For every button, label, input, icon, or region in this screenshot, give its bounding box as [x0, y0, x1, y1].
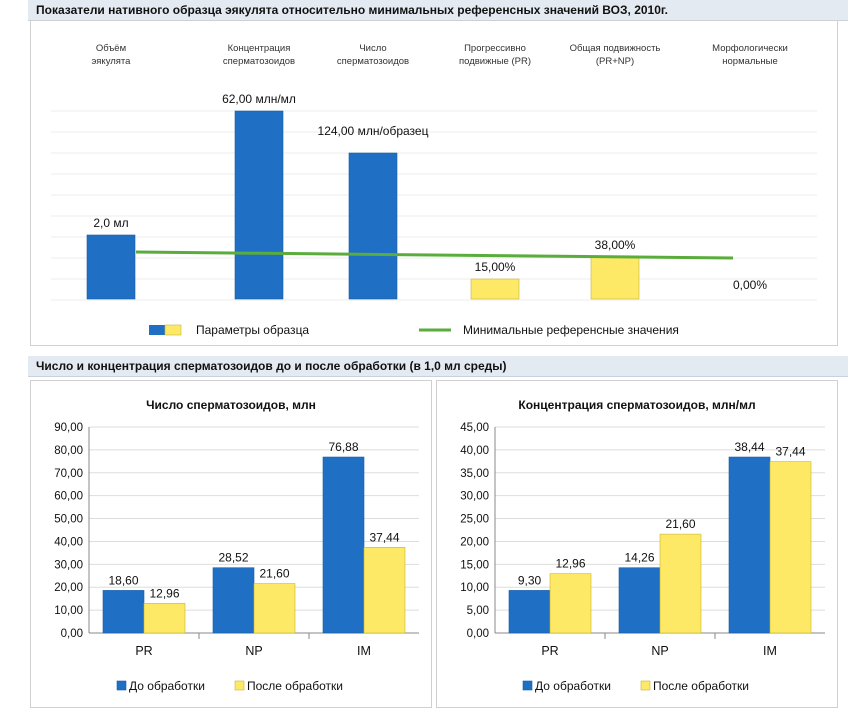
y-tick-label: 20,00	[54, 582, 83, 594]
bar	[470, 278, 520, 300]
data-label: 2,0 мл	[93, 216, 128, 230]
legend-swatch-yellow	[164, 324, 182, 336]
y-tick-label: 40,00	[54, 536, 83, 548]
bar	[728, 456, 771, 634]
data-label: 76,88	[328, 440, 358, 454]
y-tick-label: 30,00	[54, 559, 83, 571]
bar	[618, 567, 661, 634]
y-tick-label: 60,00	[54, 491, 83, 503]
bar	[322, 456, 365, 634]
x-tick-label: PR	[135, 644, 152, 658]
legend-label: До обработки	[129, 679, 205, 693]
bar	[253, 583, 296, 634]
data-label: 37,44	[369, 530, 399, 544]
native-sample-chart: Объём эякулята Концентрация сперматозоидов Ч…	[51, 43, 817, 337]
data-label: 14,26	[624, 551, 654, 565]
bar	[659, 533, 702, 634]
data-label: 12,96	[149, 586, 179, 600]
bar	[234, 110, 284, 300]
y-tick-label: 0,00	[467, 628, 489, 640]
bar	[590, 256, 640, 300]
category-label: сперматозоидов	[337, 56, 409, 67]
data-label: 124,00 млн/образец	[318, 124, 429, 138]
legend-series-label: Параметры образца	[196, 323, 309, 337]
y-tick-label: 30,00	[460, 491, 489, 503]
native-sample-chart-panel: Объём эякулята Концентрация сперматозоидов Ч…	[30, 20, 838, 346]
y-tick-label: 15,00	[460, 559, 489, 571]
data-label: 38,00%	[595, 238, 636, 252]
y-tick-label: 10,00	[54, 605, 83, 617]
category-label: нормальные	[722, 56, 777, 67]
data-label: 38,44	[734, 440, 764, 454]
y-tick-label: 70,00	[54, 468, 83, 480]
data-label: 37,44	[775, 445, 805, 459]
category-label: Концентрация	[228, 43, 291, 54]
category-label: эякулята	[92, 56, 132, 67]
x-tick-label: PR	[541, 644, 558, 658]
bar	[769, 461, 812, 634]
bar	[363, 547, 406, 634]
legend-swatch	[234, 680, 245, 691]
sperm-concentration-chart-panel: Концентрация сперматозоидов, млн/мл 0,00 5…	[436, 380, 838, 708]
category-label: Объём	[96, 43, 126, 54]
x-tick-label: IM	[357, 644, 371, 658]
legend-label: После обработки	[653, 679, 749, 693]
bar	[348, 152, 398, 300]
legend-label: После обработки	[247, 679, 343, 693]
legend-reference-label: Минимальные референсные значения	[463, 323, 679, 337]
data-label: 18,60	[108, 573, 138, 587]
y-tick-label: 5,00	[467, 605, 489, 617]
y-tick-label: 45,00	[460, 422, 489, 434]
legend-swatch	[116, 680, 127, 691]
category-label: Морфологически	[712, 43, 788, 54]
top-section-header: Показатели нативного образца эякулята от…	[28, 0, 848, 21]
sperm-count-chart-panel: Число сперматозоидов, млн 0,00 10,00 20,00 3…	[30, 380, 432, 708]
legend-swatch	[640, 680, 651, 691]
sperm-concentration-chart: Концентрация сперматозоидов, млн/мл 0,00 5…	[460, 398, 825, 693]
data-label: 28,52	[218, 551, 248, 565]
y-tick-label: 35,00	[460, 468, 489, 480]
bar	[143, 603, 186, 634]
y-tick-label: 20,00	[460, 536, 489, 548]
bar	[212, 567, 255, 634]
y-tick-label: 40,00	[460, 445, 489, 457]
data-label: 12,96	[555, 557, 585, 571]
category-label: подвижные (PR)	[459, 56, 531, 67]
x-tick-label: NP	[651, 644, 668, 658]
category-label: Общая подвижность	[570, 43, 661, 54]
y-tick-label: 10,00	[460, 582, 489, 594]
x-tick-label: NP	[245, 644, 262, 658]
data-label: 21,60	[665, 517, 695, 531]
y-tick-label: 25,00	[460, 514, 489, 526]
legend-swatch-blue	[149, 325, 165, 335]
bar	[549, 573, 592, 634]
chart-title: Число сперматозоидов, млн	[146, 398, 316, 412]
sperm-count-chart: Число сперматозоидов, млн 0,00 10,00 20,00 3…	[54, 398, 419, 693]
category-label: Прогрессивно	[464, 43, 526, 54]
bar	[508, 590, 551, 634]
legend-swatch	[522, 680, 533, 691]
chart-title: Концентрация сперматозоидов, млн/мл	[518, 398, 755, 412]
bottom-section-header: Число и концентрация сперматозоидов до и…	[28, 356, 848, 377]
y-tick-label: 50,00	[54, 514, 83, 526]
category-label: сперматозоидов	[223, 56, 295, 67]
data-label: 15,00%	[475, 260, 516, 274]
y-tick-label: 80,00	[54, 445, 83, 457]
data-label: 62,00 млн/мл	[222, 92, 296, 106]
category-label: Число	[359, 43, 386, 54]
legend-label: До обработки	[535, 679, 611, 693]
y-tick-label: 0,00	[61, 628, 83, 640]
x-tick-label: IM	[763, 644, 777, 658]
bar	[102, 590, 145, 634]
data-label: 21,60	[259, 567, 289, 581]
data-label: 9,30	[518, 573, 542, 587]
bar	[86, 234, 136, 300]
y-tick-label: 90,00	[54, 422, 83, 434]
data-label: 0,00%	[733, 278, 767, 292]
category-label: (PR+NP)	[596, 56, 634, 67]
reference-line	[135, 250, 734, 260]
